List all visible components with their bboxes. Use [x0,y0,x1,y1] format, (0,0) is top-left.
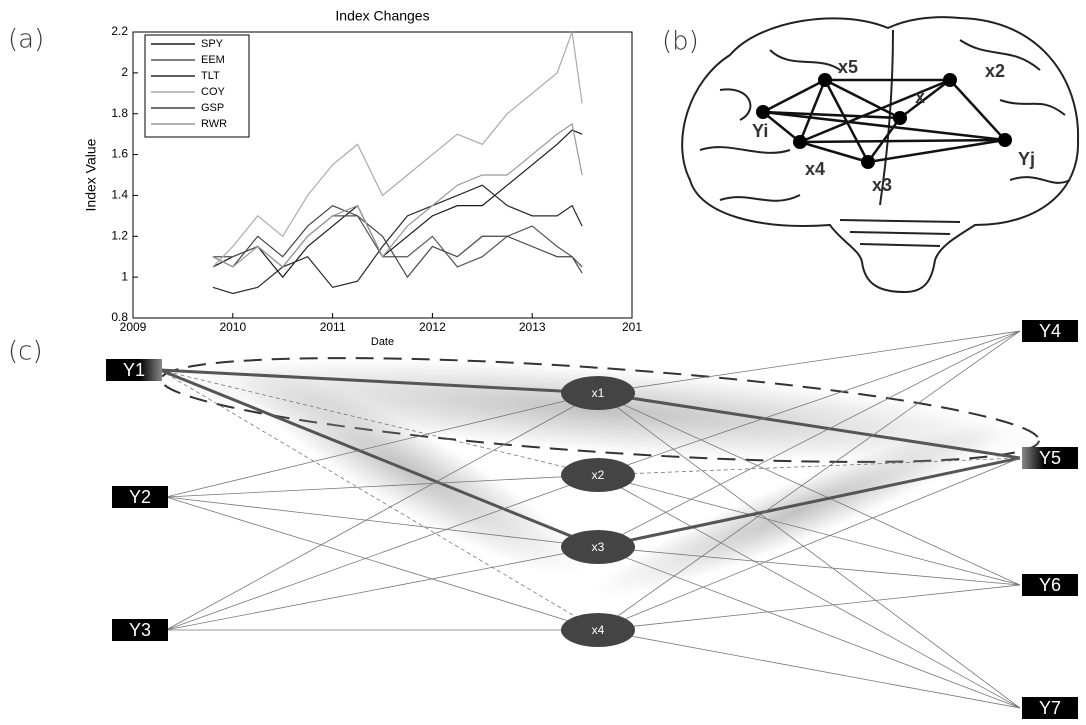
hidden-label: x3 [592,540,605,554]
y-tick-label: 1.2 [111,228,128,242]
brain-node [793,135,807,149]
brain-node-label: x4 [805,159,825,179]
network-edge [598,630,1020,708]
node-label: Y4 [1039,321,1061,341]
hidden-label: x2 [592,468,605,482]
brain-node [818,73,832,87]
x-tick-label: 2013 [519,320,546,334]
legend: SPY EEM TLT COY GSP RWR [145,35,249,137]
network-edge [598,547,1020,708]
brain-edge [950,80,1005,140]
panel-label: (a) [8,25,44,55]
brain-node [861,155,875,169]
y-axis-label: Index Value [83,138,99,211]
y-tick-label: 1.8 [111,106,128,120]
x-tick-label: 2009 [120,320,147,334]
brain-node [893,111,907,125]
legend-label: TLT [201,70,220,82]
chart-title: Index Changes [335,8,429,24]
brain-node-label: Yi [752,121,768,141]
x-tick-label: 2012 [419,320,446,334]
node-label: Y6 [1039,575,1061,595]
hidden-label: x1 [592,386,605,400]
legend-label: SPY [201,38,224,50]
y-tick-label: 1.4 [111,188,128,202]
y-tick-label: 2.2 [111,24,128,38]
brain-edge [763,80,825,112]
brain-node-label: x3 [872,175,892,195]
brain-edge [868,140,1005,162]
node-label: Y5 [1039,448,1061,468]
node-label: Y1 [123,360,145,380]
legend-label: EEM [201,54,225,66]
x-tick-label: 2010 [219,320,246,334]
panel-label: (b) [662,27,699,57]
y-tick-label: 1.6 [111,147,128,161]
panel-label: (c) [8,337,43,367]
node-label: Y3 [129,620,151,640]
brain-node-label: x [915,87,925,107]
y-tick-label: 1 [121,269,128,283]
node-label: Y2 [129,487,151,507]
x-tick-label: 201 [622,320,642,334]
legend-label: COY [201,86,226,98]
network-edge [598,331,1020,393]
figure: (a) (b) (c) x5 x2 x Yi Yj x4 x3 Y1 Y2 Y3 Y4 Y5 Y6 Y7… [0,0,1086,720]
x-tick-label: 2011 [320,320,346,334]
legend-box [145,35,249,137]
brain-node-label: Yj [1018,149,1035,169]
network-edge [166,547,598,630]
node-label: Y7 [1039,698,1061,718]
x-axis-label: Date [371,336,394,348]
brain-node [756,105,770,119]
legend-label: RWR [201,118,227,130]
brain-edge [800,140,1005,142]
legend-label: GSP [201,102,224,114]
brain-node [943,73,957,87]
brain-node-label: x5 [838,57,858,77]
brain-node-label: x2 [985,61,1005,81]
y-tick-label: 2 [121,65,128,79]
brain-node [998,133,1012,147]
hidden-label: x4 [592,623,605,637]
